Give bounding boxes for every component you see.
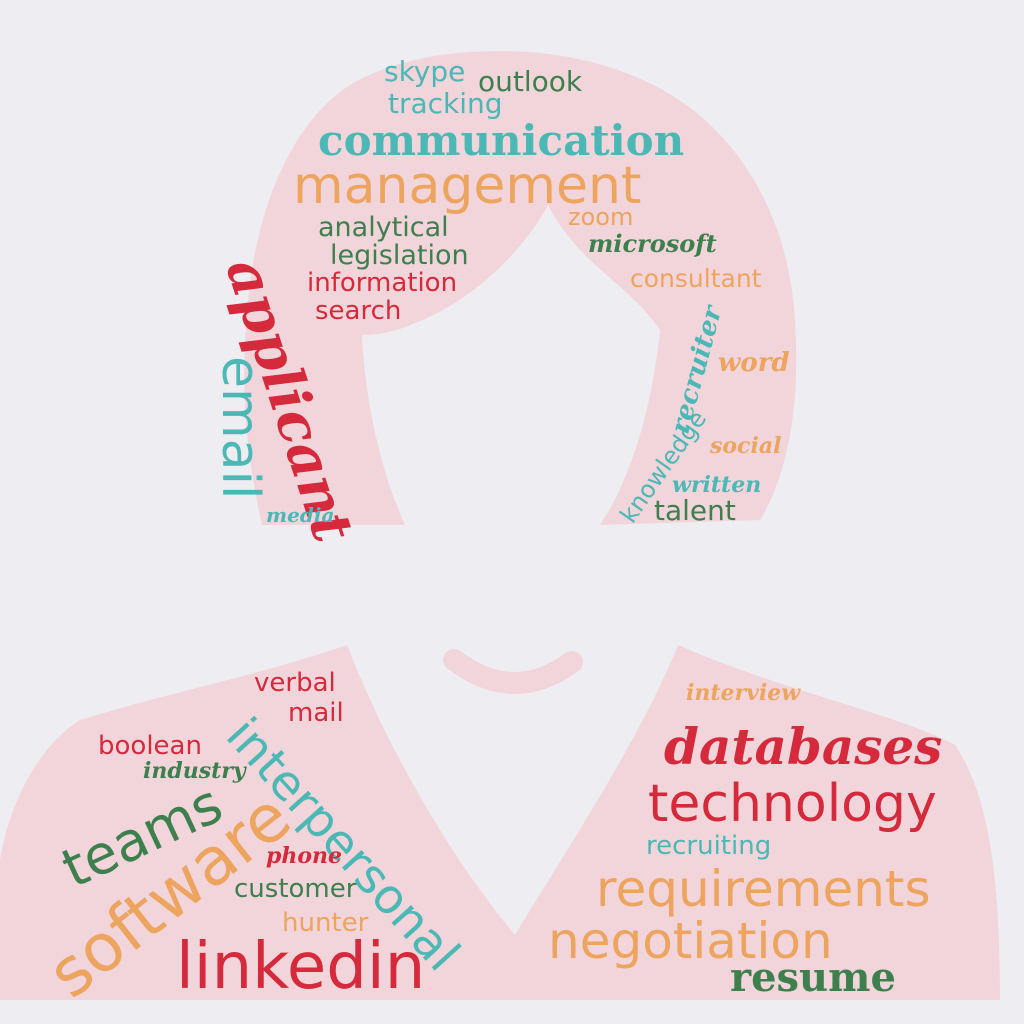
hair-shape [244, 50, 797, 525]
word-talent: talent [654, 494, 736, 527]
word-analytical: analytical [318, 212, 449, 243]
word-written: written [672, 472, 762, 498]
word-skype: skype [384, 55, 466, 88]
torso-shape [0, 645, 1000, 1000]
word-zoom: zoom [568, 203, 634, 231]
word-industry: industry [143, 758, 246, 784]
word-communication: communication [318, 116, 685, 165]
word-requirements: requirements [596, 860, 931, 918]
word-search: search [315, 296, 402, 326]
word-word: word [718, 348, 790, 378]
word-databases: databases [664, 717, 943, 776]
word-outlook: outlook [478, 65, 583, 98]
word-resume: resume [730, 954, 896, 1001]
word-negotiation: negotiation [548, 912, 833, 970]
word-microsoft: microsoft [588, 229, 717, 258]
word-linkedin: linkedin [176, 930, 426, 1004]
word-media: media [266, 503, 335, 527]
word-interview: interview [686, 680, 801, 706]
word-technology: technology [648, 774, 937, 834]
word-customer: customer [234, 874, 357, 904]
word-verbal: verbal [254, 668, 336, 698]
word-management: management [293, 156, 642, 216]
word-tracking: tracking [388, 87, 503, 120]
word-boolean: boolean [98, 731, 202, 761]
word-email: email [210, 356, 270, 500]
word-information: information [307, 268, 458, 298]
word-social: social [710, 433, 782, 459]
word-phone: phone [266, 843, 343, 869]
word-recruiting: recruiting [646, 831, 772, 861]
word-hunter: hunter [282, 908, 369, 938]
word-mail: mail [288, 698, 344, 728]
word-legislation: legislation [330, 240, 469, 271]
smile-shape [443, 649, 583, 694]
word-consultant: consultant [630, 264, 762, 293]
